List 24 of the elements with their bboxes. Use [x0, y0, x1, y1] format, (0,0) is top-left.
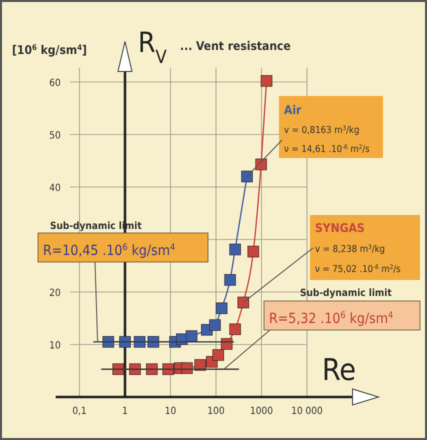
x-tick-label: 10: [164, 406, 176, 417]
x-tick-label: 100: [207, 406, 225, 417]
annotation: v = 8,238 m$^{3}$/kg: [315, 244, 385, 255]
y-tick-label: 40: [49, 183, 61, 194]
annotation: R=10,45 .10$^{6}$ kg/sm$^{4}$: [43, 243, 176, 259]
annotation: v = 0,8163 m$^{3}$/kg: [284, 124, 360, 136]
text: [10$^{6}$ kg/sm$^{4}$]: [12, 42, 88, 57]
chart-title: ... Vent resistance: [180, 39, 291, 53]
x-tick-label: 10 000: [291, 406, 324, 417]
text: SYNGAS: [315, 221, 365, 235]
x-axis-title: Re: [322, 353, 356, 388]
y-axis-title: R$_{V}$: [138, 26, 168, 68]
text: Air: [284, 103, 302, 117]
x-tick-label: 0,1: [72, 406, 87, 417]
x-tick-label: 1: [122, 406, 128, 417]
annotation: R=5,32 .10$^{6}$ kg/sm$^{4}$: [269, 311, 394, 327]
y-tick-label: 10: [49, 340, 61, 352]
annotation: Sub-dynamic limit: [300, 288, 392, 299]
y-tick-label: 60: [49, 78, 61, 89]
x-tick-label: 1000: [250, 406, 274, 417]
annotation: ν = 14,61 .10$^{-6}$ m$^{2}$/s: [284, 144, 370, 155]
y-tick-label: 20: [49, 288, 61, 299]
annotation: ν = 75,02 .10$^{-6}$ m$^{2}$/s: [315, 264, 402, 275]
y-tick-label: 50: [49, 130, 61, 142]
